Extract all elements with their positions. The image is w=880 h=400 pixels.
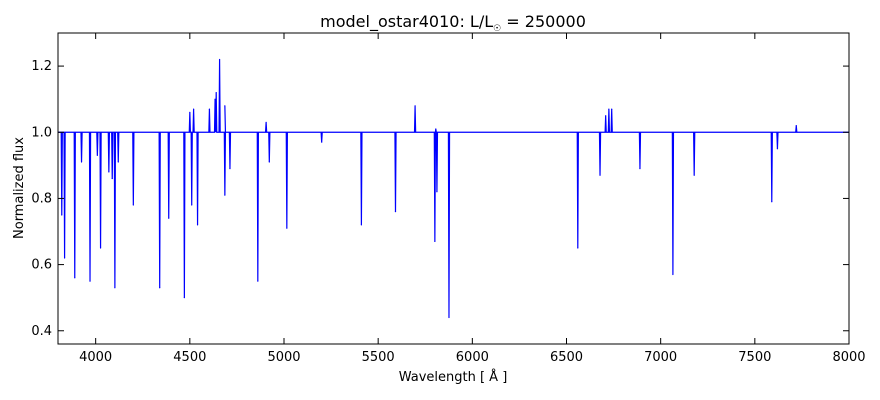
x-tick-label: 6500: [550, 350, 583, 365]
absorption-line-point: [80, 161, 83, 163]
absorption-line-point: [89, 280, 91, 282]
absorption-line-point: [111, 177, 113, 180]
spectrum-line: [58, 59, 849, 318]
absorption-line-point: [63, 257, 66, 259]
emission-line-point: [189, 111, 191, 113]
x-axis-label: Wavelength [ Å ]: [399, 369, 508, 385]
absorption-line-point: [117, 161, 119, 163]
y-tick-label: 1.2: [31, 59, 52, 74]
emission-line-point: [414, 105, 416, 107]
plot-area: [58, 58, 849, 319]
axis-ticks: 4000 4500 5000 5500 6000 6500 7000 7500 8000 0.4 0…: [31, 33, 866, 365]
absorption-line-point: [639, 168, 641, 170]
emission-line-point: [605, 115, 607, 117]
x-tick-label: 4500: [173, 350, 206, 365]
absorption-line-point: [599, 174, 601, 176]
absorption-line-point: [448, 316, 450, 319]
emission-line-point: [215, 91, 217, 94]
emission-line-point: [224, 105, 226, 107]
absorption-line-point: [99, 247, 102, 249]
x-tick-label: 6000: [456, 350, 489, 365]
absorption-line-point: [394, 211, 397, 213]
absorption-line-point: [672, 273, 674, 276]
absorption-line-point: [61, 214, 63, 216]
absorption-line-point: [434, 240, 436, 243]
absorption-line-point: [96, 154, 98, 157]
x-tick-label: 7500: [738, 350, 771, 365]
x-tick-label: 5000: [267, 350, 300, 365]
absorption-line-point: [132, 204, 134, 206]
y-tick-label: 0.4: [31, 324, 52, 339]
absorption-line-point: [776, 148, 779, 150]
plot-frame: [57, 32, 850, 345]
absorption-line-point: [693, 174, 695, 176]
emission-line-point: [218, 58, 221, 61]
absorption-line-point: [229, 168, 231, 170]
absorption-line-point: [114, 287, 116, 289]
absorption-line-point: [771, 201, 773, 203]
absorption-line-point: [183, 297, 185, 299]
absorption-line-point: [168, 217, 170, 219]
emission-line-point: [435, 128, 437, 130]
chart-title-sun-symbol: ☉: [493, 24, 501, 34]
absorption-line-point: [159, 287, 161, 289]
absorption-line-point: [196, 224, 199, 226]
y-tick-label: 0.6: [31, 258, 52, 273]
absorption-line-point: [224, 194, 226, 196]
absorption-line-point: [108, 171, 110, 173]
emission-line-point: [214, 98, 216, 100]
emission-line-point: [611, 108, 613, 110]
x-tick-label: 4000: [79, 350, 112, 365]
x-tick-label: 7000: [644, 350, 677, 365]
emission-line-point: [208, 108, 211, 110]
emission-line-point: [795, 125, 797, 127]
absorption-line-point: [436, 191, 438, 193]
absorption-line-point: [191, 204, 193, 206]
x-tick-label: 5500: [362, 350, 395, 365]
absorption-line-point: [268, 161, 270, 163]
chart-title-value: = 250000: [501, 12, 586, 31]
emission-line-point: [608, 108, 610, 110]
emission-line-point: [193, 108, 195, 110]
absorption-line-point: [360, 224, 362, 226]
chart-title: model_ostar4010: L/L☉ = 250000: [320, 12, 586, 34]
emission-line-point: [265, 121, 267, 123]
absorption-line-point: [321, 141, 323, 143]
y-tick-label: 1.0: [31, 125, 52, 140]
absorption-line-point: [286, 227, 288, 229]
absorption-line-point: [577, 247, 579, 249]
x-tick-label: 8000: [832, 350, 865, 365]
y-tick-label: 0.8: [31, 191, 52, 206]
y-axis-label: Normalized flux: [12, 137, 27, 239]
absorption-line-point: [257, 280, 259, 282]
absorption-line-point: [74, 277, 76, 279]
chart-title-main: model_ostar4010: L/L: [320, 12, 493, 32]
